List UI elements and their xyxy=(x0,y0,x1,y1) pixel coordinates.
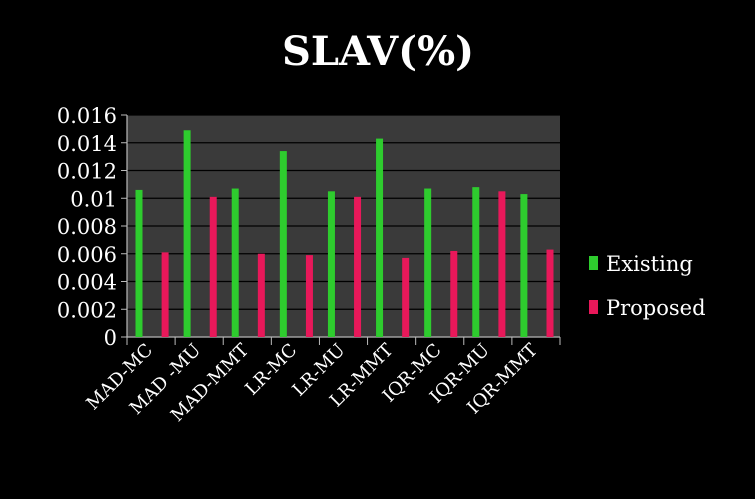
bar-existing xyxy=(424,188,432,337)
bar-proposed xyxy=(161,252,169,337)
legend-label-proposed: Proposed xyxy=(606,296,706,320)
bar-proposed xyxy=(402,257,410,337)
y-tick-label: 0.014 xyxy=(57,132,117,156)
y-tick-label: 0.012 xyxy=(57,160,117,184)
y-tick-label: 0 xyxy=(104,326,117,350)
chart-title: SLAV(%) xyxy=(282,28,474,75)
legend-label-existing: Existing xyxy=(606,252,693,276)
y-tick-label: 0.008 xyxy=(57,215,117,239)
legend-swatch-existing xyxy=(589,256,598,270)
legend-swatch-proposed xyxy=(589,300,598,314)
bar-proposed xyxy=(305,255,313,337)
bar-existing xyxy=(135,189,143,337)
y-tick-label: 0.002 xyxy=(57,298,117,322)
y-tick-label: 0.006 xyxy=(57,243,117,267)
y-tick-label: 0.004 xyxy=(57,271,117,295)
bar-existing xyxy=(520,194,528,337)
bar-proposed xyxy=(498,191,506,337)
bar-existing xyxy=(327,191,335,337)
bar-proposed xyxy=(450,250,458,337)
y-tick-label: 0.01 xyxy=(70,187,117,211)
bar-proposed xyxy=(354,196,362,337)
bar-existing xyxy=(279,151,287,337)
y-tick-label: 0.016 xyxy=(57,104,117,128)
bar-existing xyxy=(376,138,384,337)
bar-proposed xyxy=(209,196,217,337)
bar-existing xyxy=(183,130,191,337)
bar-proposed xyxy=(257,253,265,337)
bar-existing xyxy=(231,188,239,337)
plot-area: 0 0.002 0.004 0.006 0.008 0.01 0.012 0.014 0.016… xyxy=(57,104,561,426)
bar-proposed xyxy=(546,249,554,337)
legend: Existing Proposed xyxy=(589,252,706,320)
bar-existing xyxy=(472,187,480,337)
